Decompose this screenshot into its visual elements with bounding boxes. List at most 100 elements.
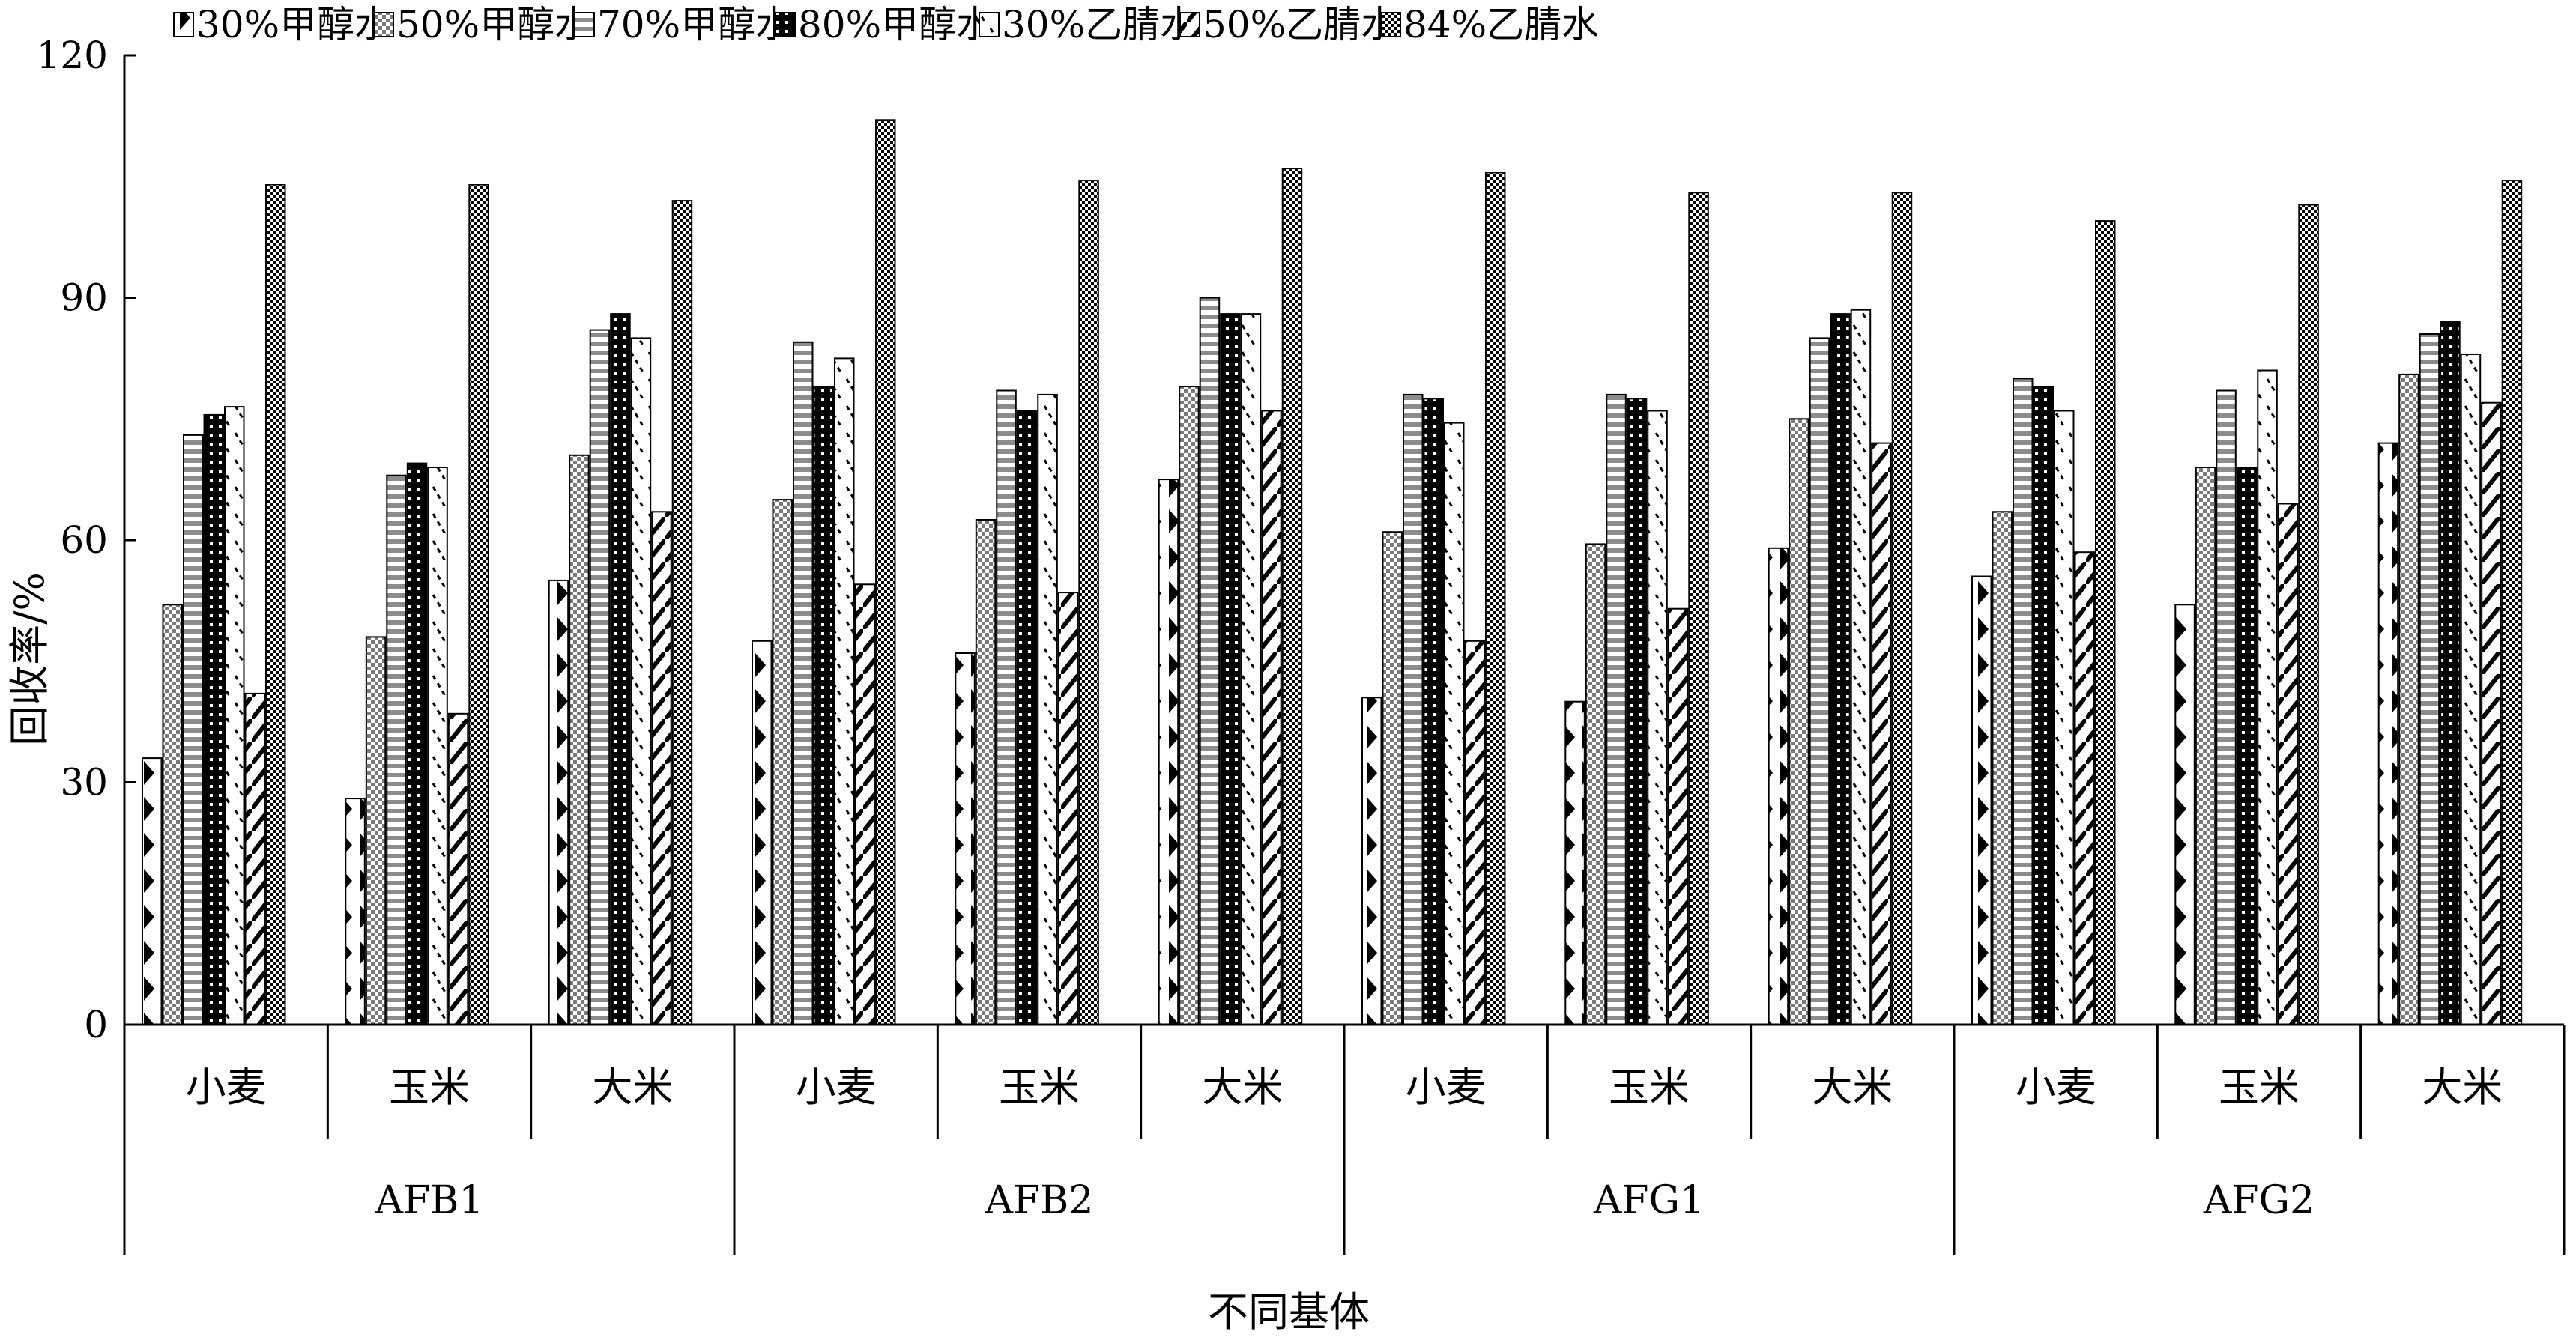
legend-item: 30%甲醇水 [173,3,392,46]
legend-swatch [373,12,394,37]
bar-3-5 [996,389,1017,1025]
y-tick-label: 120 [37,34,108,77]
legend-swatch [1380,12,1401,37]
bar-4-6 [1220,313,1241,1026]
bar-2-9 [1789,418,1809,1026]
bar-1-10 [1971,575,1992,1025]
legend-swatch [173,12,194,37]
bar-6-10 [2074,551,2095,1025]
bar-2-7 [1382,531,1403,1025]
legend-item: 50%乙腈水 [1179,3,1398,46]
bar-1-11 [2174,604,2195,1025]
bar-2-8 [1585,543,1606,1025]
bar-4-11 [2236,467,2258,1025]
bar-7-12 [2501,180,2523,1026]
y-axis-title: 回收率/% [6,572,53,746]
y-tick-label: 90 [60,276,108,320]
bar-6-8 [1667,607,1689,1025]
category-label: 小麦 [1406,1064,1487,1111]
bar-3-3 [589,329,611,1026]
legend-item: 30%乙腈水 [979,3,1197,46]
category-label: 玉米 [2219,1064,2300,1111]
bar-7-6 [1281,168,1303,1025]
bar-5-6 [1240,313,1262,1026]
bar-2-11 [2195,467,2216,1025]
bar-5-12 [2460,354,2482,1025]
category-label: 玉米 [389,1064,470,1111]
bar-6-6 [1261,410,1282,1025]
bar-6-4 [854,583,875,1025]
bar-3-10 [2013,378,2034,1025]
legend-label: 30%乙腈水 [1002,3,1197,46]
y-tick-label: 0 [84,1003,108,1046]
bar-4-2 [406,462,428,1025]
group-label: AFG1 [1593,1178,1705,1223]
bar-3-4 [793,341,814,1025]
y-tick-label: 60 [60,518,108,562]
bar-4-7 [1423,398,1444,1025]
bar-7-8 [1688,192,1709,1025]
x-axis-title: 不同基体 [1208,1288,1370,1336]
bar-3-2 [386,474,407,1025]
bar-7-1 [265,184,286,1025]
bars [142,119,2523,1026]
legend-item: 84%乙腈水 [1380,3,1599,46]
bar-6-12 [2481,401,2502,1025]
bar-2-4 [772,499,793,1025]
bar-5-11 [2257,369,2278,1025]
bar-6-3 [651,511,672,1025]
legend-label: 30%甲醇水 [196,3,392,46]
bar-6-9 [1871,442,1892,1025]
bar-3-12 [2419,333,2440,1025]
bar-1-9 [1768,547,1789,1025]
legend-item: 70%甲醇水 [574,3,793,46]
bar-7-9 [1891,192,1913,1025]
bar-4-5 [1016,410,1038,1025]
y-axis-ticks: 0 30 60 90 120 [37,34,136,1046]
legend-swatch [775,12,796,37]
category-label: 大米 [1202,1064,1283,1111]
legend-swatch [979,12,1000,37]
bar-1-8 [1564,700,1585,1025]
category-axis: 小麦 玉米 大米 小麦 玉米 大米 小麦 玉米 大米 小麦 玉米 大米 AFB1 AFB2 AFG1 AFG2 [123,1025,2566,1255]
bar-2-6 [1179,386,1200,1025]
bar-1-5 [955,652,976,1025]
bar-3-11 [2216,389,2237,1025]
bar-7-7 [1485,172,1506,1025]
bar-7-10 [2095,220,2116,1026]
bar-5-4 [834,357,855,1025]
bar-1-6 [1158,479,1179,1025]
bar-5-10 [2054,410,2075,1025]
bar-1-7 [1361,697,1382,1025]
bar-7-5 [1078,180,1099,1026]
bar-4-12 [2440,321,2461,1025]
category-label: 大米 [2422,1064,2503,1111]
bar-6-1 [244,692,265,1026]
group-label: AFB1 [375,1178,484,1223]
bar-1-2 [345,798,366,1025]
group-label: AFG2 [2203,1178,2315,1223]
bar-1-12 [2377,442,2399,1025]
bar-2-1 [162,604,183,1025]
bar-4-9 [1830,313,1851,1026]
category-label: 玉米 [1609,1064,1690,1111]
bar-4-8 [1626,398,1648,1025]
category-label: 大米 [1812,1064,1893,1111]
bar-3-7 [1403,393,1424,1025]
bar-4-1 [203,413,224,1025]
bar-5-1 [224,406,245,1025]
legend-swatch [1179,12,1200,37]
legend: 30%甲醇水 50%甲醇水 70%甲醇水 80%甲醇水 30%乙腈水 50%乙腈水 84%乙… [173,3,1599,46]
legend-label: 50%甲醇水 [396,3,592,46]
bar-6-11 [2277,503,2299,1025]
category-label: 小麦 [2016,1064,2096,1111]
bar-4-10 [2033,386,2054,1025]
bar-7-4 [875,119,896,1025]
bar-5-7 [1444,422,1465,1025]
legend-label: 50%乙腈水 [1203,3,1398,46]
bar-1-3 [548,579,569,1025]
bar-6-7 [1464,640,1485,1025]
legend-label: 84%乙腈水 [1403,3,1599,46]
bar-4-4 [813,386,834,1025]
bar-5-9 [1850,309,1872,1025]
